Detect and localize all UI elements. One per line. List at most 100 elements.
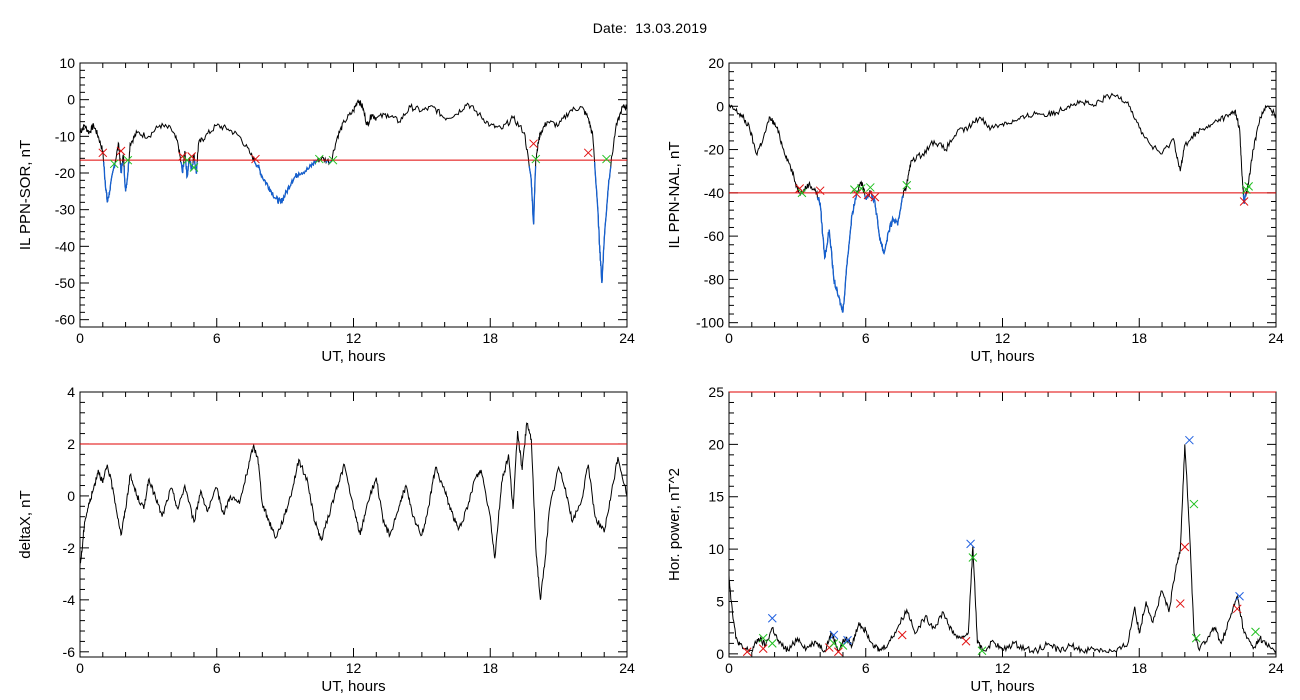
p0-green-marker bbox=[328, 155, 338, 165]
p0-red-marker bbox=[251, 154, 260, 164]
p0-red-marker bbox=[583, 148, 593, 158]
p2-y-tick-label: -4 bbox=[63, 592, 76, 608]
p3-series-trace bbox=[729, 444, 1276, 655]
p0-green-marker bbox=[189, 163, 199, 172]
p3-y-tick-label: 20 bbox=[708, 436, 724, 452]
p0-green-marker bbox=[109, 159, 119, 169]
p1-x-tick-label: 0 bbox=[725, 330, 733, 346]
p3-x-tick-label: 0 bbox=[725, 660, 733, 676]
p1-red-marker bbox=[815, 186, 825, 196]
p3-red-marker bbox=[961, 636, 971, 646]
p3-green-marker bbox=[767, 639, 777, 648]
p3-blue-marker bbox=[843, 635, 852, 645]
p0-y-tick-label: -60 bbox=[55, 312, 75, 328]
p3-x-tick-label: 18 bbox=[1131, 660, 1147, 676]
p1-red-marker bbox=[1239, 197, 1249, 206]
panel-deltax: 0 6 12 18 24 4 2 0 -2 -4 -6 UT, hours deltaX, nT bbox=[17, 384, 635, 695]
p0-red-marker bbox=[187, 152, 197, 161]
p1-y-tick-label: -100 bbox=[696, 315, 724, 331]
p1-y-axis-label: IL PPN-NAL, nT bbox=[666, 142, 683, 249]
p0-y-tick-label: -50 bbox=[55, 275, 75, 291]
p3-y-tick-label: 15 bbox=[708, 489, 724, 505]
p0-substorm-segment bbox=[253, 159, 318, 205]
panel-il-ppn-nal: 0 6 12 18 24 20 0 -20 -40 -60 -80 -100 UT, hours IL P… bbox=[666, 55, 1284, 365]
p1-y-tick-label: 0 bbox=[716, 98, 724, 114]
p0-y-tick-label: -10 bbox=[55, 128, 75, 144]
p0-green-marker bbox=[123, 155, 133, 165]
p1-y-tick-label: -40 bbox=[704, 185, 724, 201]
p2-plot-area bbox=[80, 422, 627, 600]
p0-substorm-segment bbox=[180, 161, 185, 174]
p3-blue-marker bbox=[1235, 591, 1244, 601]
p1-plot-frame bbox=[728, 62, 1277, 328]
p0-substorm-segment bbox=[593, 161, 612, 284]
p1-series-trace bbox=[729, 92, 1276, 313]
p0-y-tick-label: -20 bbox=[55, 165, 75, 181]
p3-green-marker bbox=[1191, 633, 1201, 643]
p3-x-tick-label: 12 bbox=[995, 660, 1011, 676]
p3-green-marker bbox=[829, 639, 839, 648]
p0-green-marker bbox=[182, 155, 192, 165]
p0-series-trace bbox=[80, 99, 627, 284]
p2-y-axis-label: deltaX, nT bbox=[17, 490, 34, 558]
p2-y-tick-label: -6 bbox=[63, 644, 76, 660]
p0-substorm-segment bbox=[119, 162, 124, 174]
p3-y-axis-label: Hor. power, nT^2 bbox=[666, 468, 683, 581]
p3-plot-frame bbox=[728, 391, 1277, 658]
p3-red-marker bbox=[897, 630, 907, 640]
panel-il-ppn-sor: 0 6 12 18 24 10 0 -10 -20 -30 -40 -50 -60 UT, hours IL… bbox=[17, 55, 635, 365]
p0-x-tick-label: 18 bbox=[482, 330, 498, 346]
p3-green-marker bbox=[968, 553, 978, 562]
p0-green-marker bbox=[531, 154, 541, 164]
p0-red-marker bbox=[98, 148, 108, 158]
p0-red-marker bbox=[116, 146, 126, 156]
p1-x-tick-label: 6 bbox=[862, 330, 870, 346]
p3-blue-marker bbox=[966, 539, 975, 549]
p1-x-tick-label: 12 bbox=[995, 330, 1011, 346]
p2-y-tick-label: 2 bbox=[67, 436, 75, 452]
p3-red-marker bbox=[742, 647, 752, 657]
p1-substorm-segment bbox=[870, 192, 904, 255]
p3-plot-area bbox=[729, 391, 1276, 657]
p1-substorm-segment bbox=[1242, 192, 1247, 204]
p3-red-marker bbox=[758, 644, 768, 653]
p3-y-tick-label: 25 bbox=[708, 384, 724, 400]
p2-x-tick-label: 24 bbox=[619, 660, 635, 676]
p2-y-tick-label: -2 bbox=[63, 540, 76, 556]
p0-y-tick-label: 10 bbox=[59, 55, 75, 71]
p1-x-tick-label: 24 bbox=[1268, 330, 1284, 346]
p2-plot-frame bbox=[79, 391, 628, 658]
p0-x-axis-label: UT, hours bbox=[321, 348, 385, 365]
p0-substorm-segment bbox=[189, 161, 194, 172]
p1-red-marker bbox=[795, 184, 805, 193]
p3-red-marker bbox=[834, 647, 843, 657]
date-label: Date: bbox=[592, 20, 628, 36]
p2-y-tick-label: 0 bbox=[67, 488, 75, 504]
p1-y-tick-label: -80 bbox=[704, 271, 724, 287]
p3-blue-marker bbox=[1185, 435, 1194, 445]
p0-x-tick-label: 6 bbox=[213, 330, 221, 346]
p3-green-marker bbox=[977, 646, 987, 656]
p2-x-tick-label: 6 bbox=[213, 660, 221, 676]
p3-y-tick-label: 5 bbox=[716, 593, 724, 609]
p1-x-axis-label: UT, hours bbox=[970, 348, 1034, 365]
p0-plot-frame bbox=[79, 62, 628, 328]
p0-x-tick-label: 0 bbox=[76, 330, 84, 346]
date-value: 13.03.2019 bbox=[635, 20, 708, 36]
p0-green-marker bbox=[602, 154, 611, 164]
p0-plot-area bbox=[80, 99, 627, 284]
p3-green-marker bbox=[758, 633, 768, 643]
p1-green-marker bbox=[1244, 181, 1254, 191]
p0-y-tick-label: 0 bbox=[67, 92, 75, 108]
p2-x-tick-label: 0 bbox=[76, 660, 84, 676]
p2-x-axis-label: UT, hours bbox=[321, 678, 385, 695]
p0-substorm-segment bbox=[123, 160, 130, 192]
p3-green-marker bbox=[1251, 627, 1260, 637]
p1-red-marker bbox=[852, 189, 861, 199]
p2-series-trace bbox=[80, 422, 627, 600]
p0-substorm-segment bbox=[325, 160, 328, 164]
p3-x-tick-label: 6 bbox=[862, 660, 870, 676]
p3-red-marker bbox=[1180, 542, 1190, 552]
p0-red-marker bbox=[529, 139, 538, 149]
